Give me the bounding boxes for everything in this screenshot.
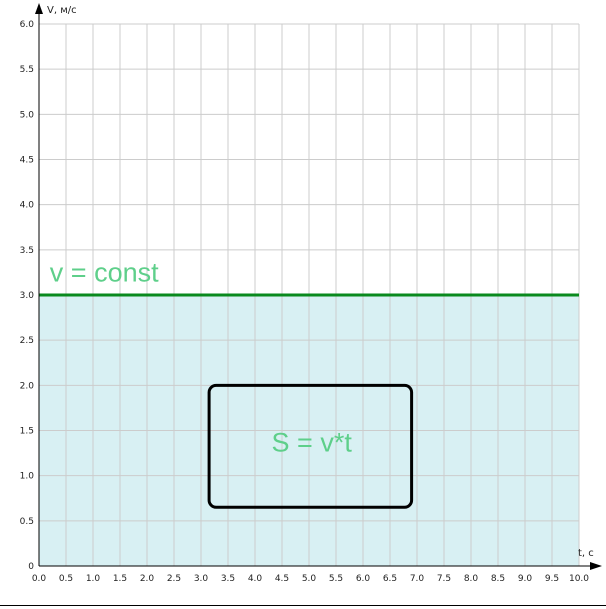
- annotations: v = const S = v*t: [50, 257, 414, 509]
- y-tick-label: 2.0: [20, 381, 35, 391]
- axes: [35, 3, 602, 570]
- x-tick-label: 6.5: [383, 574, 397, 584]
- x-tick-label: 0.0: [32, 574, 47, 584]
- x-tick-label: 9.0: [518, 574, 533, 584]
- x-tick-label: 1.5: [113, 574, 127, 584]
- x-tick-label: 7.5: [437, 574, 451, 584]
- y-tick-label: 1.5: [20, 427, 34, 437]
- y-tick-label: 5.0: [20, 110, 35, 120]
- x-tick-label: 9.5: [545, 574, 559, 584]
- x-axis-label: t, c: [578, 548, 594, 559]
- bottom-rule: [0, 605, 606, 606]
- x-tick-label: 4.0: [248, 574, 263, 584]
- y-tick-label: 0: [28, 562, 34, 572]
- y-tick-label: 3.5: [20, 246, 34, 256]
- x-axis-arrow: [590, 562, 602, 570]
- x-tick-label: 3.0: [194, 574, 209, 584]
- y-tick-label: 5.5: [20, 65, 34, 75]
- x-tick-label: 7.0: [410, 574, 425, 584]
- annotation-formula: S = v*t: [272, 427, 353, 457]
- y-tick-label: 2.5: [20, 336, 34, 346]
- y-tick-label: 4.5: [20, 156, 34, 166]
- x-tick-label: 8.0: [464, 574, 479, 584]
- y-tick-label: 3.0: [20, 291, 35, 301]
- y-tick-label: 4.0: [20, 201, 35, 211]
- annotation-box-1: [207, 383, 414, 509]
- x-tick-label: 1.0: [86, 574, 101, 584]
- x-tick-label: 2.5: [167, 574, 181, 584]
- y-axis-arrow: [35, 3, 43, 14]
- y-tick-label: 6.0: [20, 20, 35, 30]
- x-tick-label: 8.5: [491, 574, 505, 584]
- x-tick-label: 5.5: [329, 574, 343, 584]
- y-tick-label: 0.5: [20, 517, 34, 527]
- x-tick-label: 4.5: [275, 574, 289, 584]
- x-tick-label: 6.0: [356, 574, 371, 584]
- x-tick-label: 3.5: [221, 574, 235, 584]
- x-tick-label: 0.5: [59, 574, 73, 584]
- tick-labels: 0.0 0.5 1.0 1.5 2.0 2.5 3.0 3.5 4.0 4.5 5.0 5.5 6.0 6…: [20, 20, 590, 584]
- x-tick-label: 10.0: [569, 574, 589, 584]
- x-tick-label: 5.0: [302, 574, 317, 584]
- y-tick-label: 1.0: [20, 472, 35, 482]
- y-axis-label: V, м/с: [47, 5, 77, 16]
- annotation-label: v = const: [50, 257, 159, 287]
- x-tick-label: 2.0: [140, 574, 155, 584]
